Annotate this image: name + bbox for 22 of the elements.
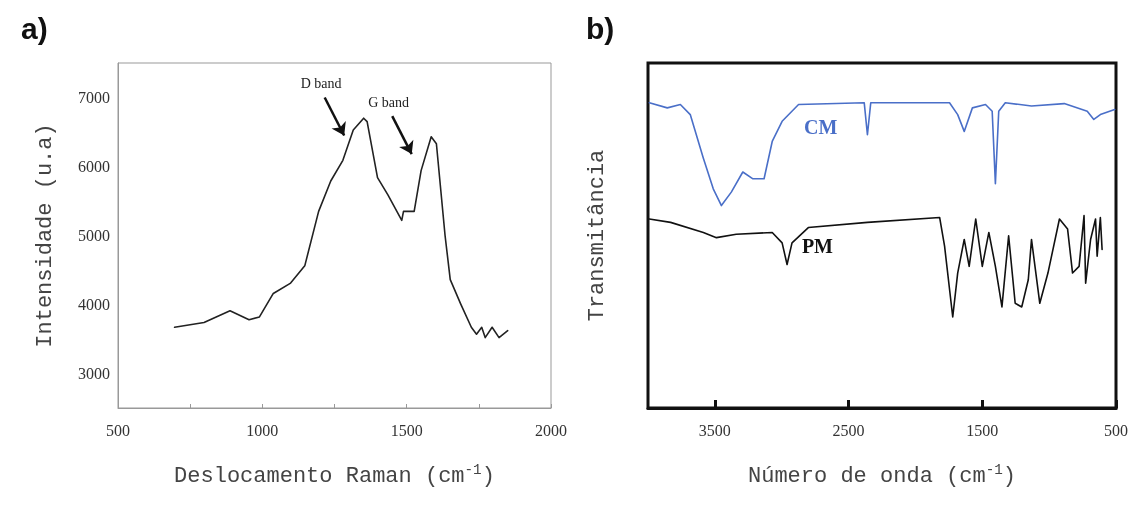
x-tick-label: 1500 xyxy=(966,421,999,439)
series-label: PM xyxy=(801,235,834,258)
annotation: D band xyxy=(300,75,342,91)
y-tick-label: 4000 xyxy=(78,296,110,313)
y-axis-title: Intensidade (u.a) xyxy=(32,123,58,348)
annotation: G band xyxy=(368,94,409,110)
y-axis-title: Transmitância xyxy=(584,149,610,322)
x-tick-label: 500 xyxy=(106,421,130,439)
y-tick-label: 3000 xyxy=(78,365,110,382)
y-tick-label: 6000 xyxy=(78,158,110,175)
x-tick-label: 2000 xyxy=(535,421,567,439)
y-tick-label: 7000 xyxy=(78,89,110,106)
x-tick-label: 2500 xyxy=(832,421,865,439)
chart-title: b) xyxy=(586,11,615,45)
y-tick-label: 5000 xyxy=(78,227,110,244)
line-series xyxy=(173,117,509,339)
chart-title: a) xyxy=(21,11,48,45)
x-tick-label: 3500 xyxy=(698,421,731,439)
x-tick-label: 1000 xyxy=(246,421,279,439)
x-tick-label: 500 xyxy=(1104,421,1128,439)
x-tick-label: 1500 xyxy=(390,421,423,439)
series-label: CM xyxy=(804,115,838,138)
